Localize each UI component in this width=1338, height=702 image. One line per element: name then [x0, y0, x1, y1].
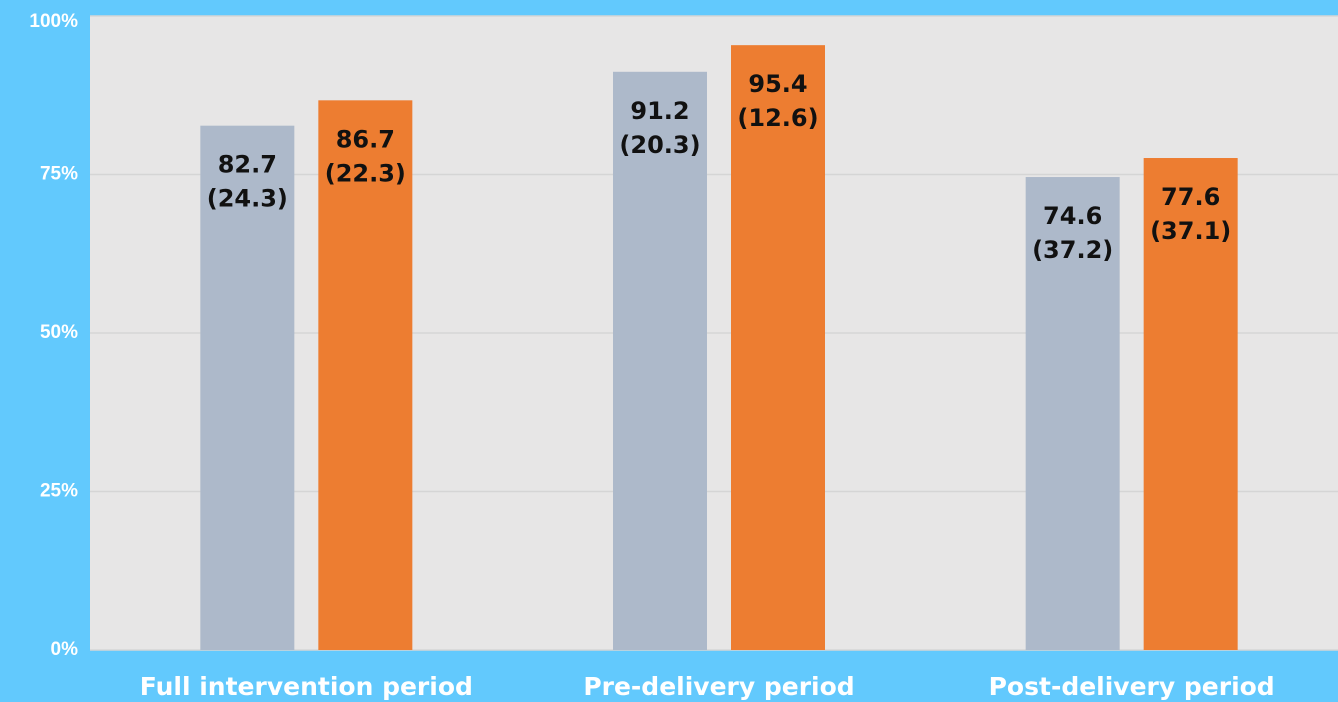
y-tick-label: 75% — [40, 164, 78, 185]
x-tick-label: Post-delivery period — [989, 672, 1275, 701]
y-tick-label: 25% — [40, 481, 78, 502]
bar — [613, 71, 707, 651]
data-label: 86.7 — [336, 125, 395, 153]
data-label: 91.2 — [630, 97, 689, 125]
error-label: (37.1) — [1150, 217, 1231, 245]
error-label: (22.3) — [325, 159, 406, 187]
error-label: (24.3) — [207, 185, 288, 213]
data-label: 82.7 — [218, 151, 277, 179]
data-label: 74.6 — [1043, 202, 1102, 230]
bar — [1025, 177, 1120, 650]
y-tick-label: 0% — [51, 639, 79, 660]
bar — [1143, 158, 1238, 651]
error-label: (12.6) — [737, 104, 818, 132]
x-tick-label: Full intervention period — [140, 672, 473, 701]
data-label: 95.4 — [748, 70, 807, 98]
data-label: 77.6 — [1161, 183, 1220, 211]
bar — [731, 45, 825, 650]
y-tick-label: 100% — [29, 11, 78, 32]
x-tick-label: Pre-delivery period — [583, 672, 854, 701]
bar — [200, 125, 295, 650]
bar — [318, 100, 413, 650]
error-label: (20.3) — [619, 131, 700, 159]
y-tick-label: 50% — [40, 322, 78, 343]
error-label: (37.2) — [1032, 236, 1113, 264]
